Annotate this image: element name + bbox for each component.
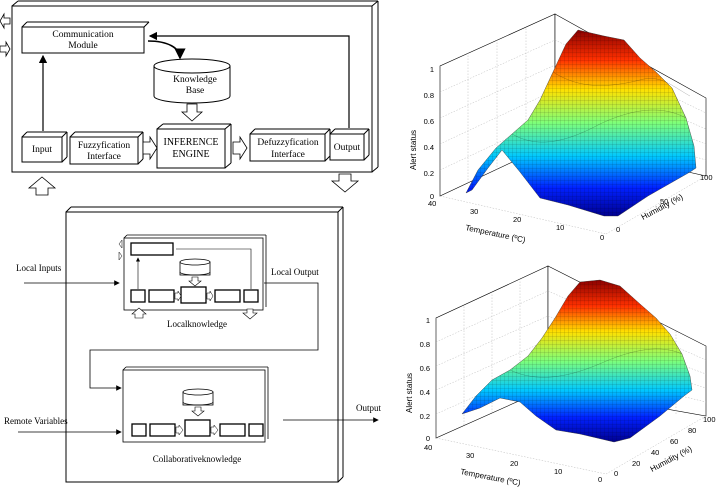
output-label: Output (334, 143, 361, 153)
c2-y-tick-60: 60 (670, 437, 678, 446)
bottom-output-label: Output (356, 403, 382, 413)
module-label: Module (68, 41, 98, 51)
c2-y-tick-0: 0 (614, 469, 618, 478)
c1-x-tick-40: 40 (428, 199, 436, 208)
input-label: Input (32, 145, 52, 155)
knowledge-to-inference-arrow (180, 103, 204, 122)
local-output-label: Local Output (271, 267, 319, 277)
c2-x-tick-10: 10 (554, 467, 562, 476)
defuzzyfication-box: Defuzzyfication Interface (249, 128, 331, 162)
local-knowledge-mini-diagram (118, 234, 267, 320)
bottom-diagram: Localknowledge Local Inputs Local Output… (4, 206, 382, 483)
c2-z-tick-08: 0.8 (420, 340, 430, 349)
c1-y-tick-0: 0 (616, 225, 620, 234)
surface-chart-2: 1 0.8 0.6 0.4 0.2 0 Alert status 40 30 2… (405, 265, 716, 488)
base-label: Base (186, 86, 204, 96)
left-arrow-out-icon (0, 40, 11, 58)
c1-z-tick-02: 0.2 (424, 169, 434, 178)
output-box: Output (329, 128, 370, 161)
up-block-arrow-icon (27, 176, 57, 196)
comm-to-knowledge-arrow (147, 40, 186, 60)
fuzz-label-2: Interface (87, 151, 121, 162)
local-knowledge-label: Localknowledge (167, 319, 227, 329)
defuzz-label-1: Defuzzyfication (257, 137, 318, 148)
fuzzyfication-box: Fuzzyfication Interface (69, 131, 144, 165)
c2-z-label: Alert status (405, 373, 414, 413)
c2-z-tick-1: 1 (426, 316, 430, 325)
c2-x-tick-20: 20 (510, 459, 518, 468)
c1-z-tick-04: 0.4 (424, 143, 434, 152)
remote-variables-label: Remote Variables (4, 416, 68, 426)
c2-x-tick-40: 40 (424, 443, 432, 452)
c1-x-label: Temperature (ºC) (465, 223, 527, 245)
c1-z-tick-0: 0 (430, 192, 434, 201)
collaborative-knowledge-mini-diagram (122, 366, 269, 443)
c1-y-tick-100: 100 (700, 173, 713, 182)
output-to-comm-arrow (148, 31, 350, 128)
c2-y-tick-100: 100 (703, 415, 716, 424)
defuzz-label-2: Interface (271, 149, 305, 160)
fuzz-label-1: Fuzzyfication (78, 140, 130, 151)
c1-z-label: Alert status (409, 130, 418, 170)
left-arrow-in-icon (0, 12, 11, 30)
c1-z-tick-06: 0.6 (424, 117, 434, 126)
c1-x-tick-30: 30 (470, 207, 478, 216)
top-diagram: Communication Module Knowledge Base Inpu… (0, 0, 379, 196)
c2-x-tick-30: 30 (466, 451, 474, 460)
c2-x-label: Temperature (ºC) (460, 467, 522, 488)
inference-label-2: ENGINE (172, 149, 209, 160)
c2-z-tick-0: 0 (426, 434, 430, 443)
c1-x-tick-0: 0 (600, 233, 604, 242)
c2-z-tick-06: 0.6 (420, 364, 430, 373)
c1-x-tick-20: 20 (513, 215, 521, 224)
c2-x-tick-0: 0 (598, 475, 602, 484)
down-block-arrow-icon (330, 173, 360, 193)
inference-to-defuzz-arrow (232, 135, 248, 161)
communication-label: Communication (52, 30, 113, 40)
local-output-connector (89, 282, 319, 391)
inference-label-1: INFERENCE (164, 137, 219, 148)
c1-z-tick-08: 0.8 (424, 91, 434, 100)
c2-y-tick-80: 80 (688, 426, 696, 435)
c2-y-tick-20: 20 (632, 459, 640, 468)
collaborative-knowledge-label: Collaborativeknowledge (153, 454, 241, 464)
c2-y-tick-40: 40 (651, 448, 659, 457)
knowledge-base-cylinder: Knowledge Base (153, 58, 231, 104)
local-inputs-label: Local Inputs (16, 263, 62, 273)
c1-z-tick-1: 1 (430, 65, 434, 74)
knowledge-label: Knowledge (173, 75, 217, 85)
surface-chart-1: 1 0.8 0.6 0.4 0.2 0 Alert status 40 30 2… (409, 13, 713, 245)
input-box: Input (21, 131, 68, 163)
c1-x-tick-10: 10 (556, 223, 564, 232)
c1-y-tick-50: 50 (660, 197, 668, 206)
communication-module-box: Communication Module (21, 21, 150, 54)
fuzz-to-inference-arrow (142, 135, 158, 161)
c2-z-tick-04: 0.4 (420, 388, 430, 397)
c2-z-tick-02: 0.2 (420, 412, 430, 421)
inference-engine-box: INFERENCE ENGINE (156, 123, 232, 169)
